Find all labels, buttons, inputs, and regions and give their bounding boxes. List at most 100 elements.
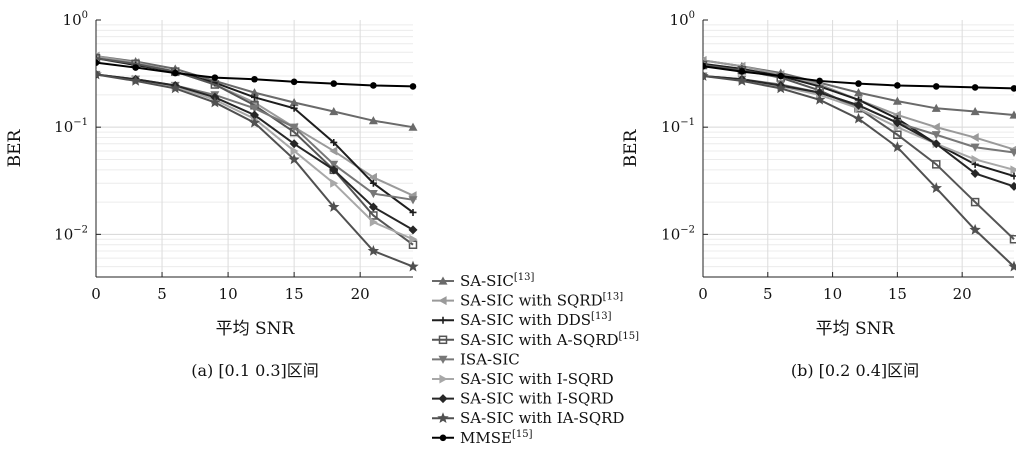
chart-panel-a: 100 10−1 10−2 0 5 10 15 20 BER 平均 SNR (a) [0.1 0.3… (5, 10, 419, 380)
y-tick-label: 100 (670, 10, 695, 29)
marker-triangle (931, 103, 941, 112)
marker-star (437, 412, 449, 424)
x-tick-label: 20 (351, 285, 370, 303)
legend-label-text: SA-SIC with I-SQRD (460, 370, 614, 388)
series-8 (96, 68, 419, 272)
marker-triangle-right (409, 234, 418, 244)
marker-triangle-left (438, 296, 447, 306)
legend-item: MMSE[15] (432, 429, 533, 447)
x-axis-label: 平均 SNR (216, 319, 296, 339)
marker-triangle (329, 107, 339, 116)
series-4 (96, 53, 418, 249)
legend-label: SA-SIC with DDS[13] (460, 311, 612, 329)
marker-plus (439, 316, 447, 324)
marker-square (1009, 235, 1016, 244)
marker-triangle (892, 96, 902, 105)
marker-star (407, 260, 419, 272)
series-9 (96, 59, 417, 90)
x-tick-label: 15 (285, 285, 304, 303)
x-tick-label: 10 (219, 285, 238, 303)
marker-triangle-down (970, 143, 980, 152)
marker-star (367, 244, 380, 256)
marker-triangle (250, 88, 259, 97)
marker-diamond (815, 88, 825, 98)
marker-diamond (931, 139, 941, 149)
marker-triangle-down (329, 160, 339, 169)
marker-star (813, 93, 826, 105)
marker-plus (1010, 172, 1016, 180)
marker-plus (971, 160, 979, 168)
marker-star (288, 153, 300, 165)
marker-diamond (368, 202, 378, 212)
marker-circle (855, 80, 862, 87)
marker-circle (703, 62, 707, 70)
marker-triangle-left (703, 55, 707, 65)
marker-star (169, 82, 181, 94)
y-tick-label: 10−1 (661, 117, 695, 136)
legend-item: SA-SIC with DDS[13] (432, 311, 612, 329)
legend-item: SA-SIC with A-SQRD[15] (432, 331, 639, 349)
marker-circle (816, 77, 823, 85)
x-tick-label: 0 (91, 285, 101, 303)
marker-plus (251, 93, 258, 101)
marker-triangle-left (368, 172, 377, 182)
marker-circle (96, 59, 100, 66)
marker-triangle-left (931, 122, 940, 132)
legend-label-text: SA-SIC with I-SQRD (460, 390, 614, 408)
marker-star (209, 96, 221, 108)
marker-circle (370, 82, 377, 89)
x-tick-label: 0 (698, 285, 708, 303)
marker-square (96, 53, 101, 63)
series-8 (703, 70, 1016, 272)
marker-triangle-right (1010, 165, 1016, 175)
legend-label-text: SA-SIC (460, 272, 514, 290)
marker-square (210, 80, 220, 89)
marker-triangle-right (369, 217, 378, 227)
marker-triangle (368, 116, 378, 125)
marker-diamond (970, 168, 980, 178)
y-axis-label: BER (5, 128, 25, 167)
marker-triangle (408, 122, 418, 131)
legend-label: SA-SIC with A-SQRD[15] (460, 331, 639, 349)
legend-label: MMSE[15] (460, 429, 533, 447)
marker-circle (211, 74, 219, 81)
series-7 (703, 71, 1016, 191)
legend-label-text: ISA-SIC (460, 350, 520, 368)
marker-circle (932, 83, 940, 90)
marker-triangle (289, 97, 299, 107)
marker-star (736, 74, 748, 86)
y-tick-label: 10−2 (54, 224, 88, 243)
marker-star (703, 70, 709, 81)
x-tick-label: 5 (763, 285, 773, 303)
marker-square (703, 60, 708, 70)
plot-area (96, 51, 419, 272)
legend-label: SA-SIC with I-SQRD (460, 370, 614, 388)
marker-square (970, 197, 980, 207)
marker-circle (171, 69, 179, 77)
marker-diamond (854, 100, 863, 110)
marker-circle (439, 434, 447, 442)
legend-label-text: SA-SIC with IA-SQRD (460, 409, 624, 427)
marker-star (891, 141, 904, 153)
marker-triangle-down (408, 196, 418, 205)
marker-triangle-right (290, 146, 299, 156)
legend-label-ref: [15] (512, 429, 533, 440)
marker-circle (777, 72, 785, 80)
marker-plus (703, 60, 707, 68)
marker-star (930, 182, 942, 193)
marker-circle (251, 75, 258, 83)
y-tick-label: 10−2 (661, 224, 695, 243)
marker-circle (132, 64, 139, 71)
marker-triangle (438, 276, 448, 285)
marker-star (328, 200, 340, 212)
marker-diamond (408, 225, 418, 235)
marker-square (369, 211, 378, 220)
legend-item: SA-SIC with IA-SQRD (432, 409, 624, 427)
panel-caption: (a) [0.1 0.3]区间 (191, 361, 319, 380)
marker-triangle-down (438, 355, 448, 364)
legend-item: SA-SIC with I-SQRD (432, 370, 614, 388)
marker-circle (409, 83, 417, 90)
x-tick-label: 10 (823, 285, 842, 303)
marker-circle (290, 78, 298, 86)
